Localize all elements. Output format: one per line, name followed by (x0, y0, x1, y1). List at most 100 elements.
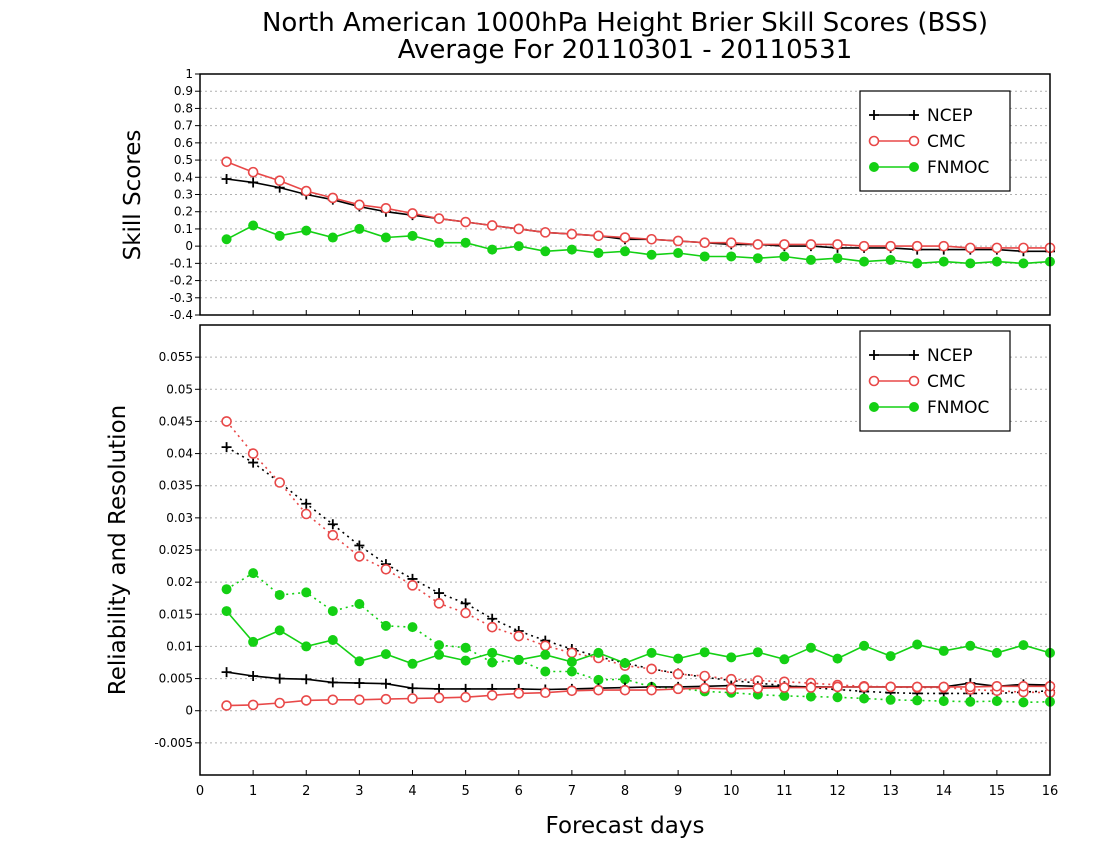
bot-point-fnmoc-solid-21 (779, 654, 790, 665)
top-y-tick-label-1: -0.3 (170, 291, 193, 305)
top-series-layer (221, 156, 1056, 269)
top-y-tick-label-5: 0.1 (174, 222, 193, 236)
bot-point-cmc-solid-20 (752, 682, 764, 694)
bot-point-fnmoc-dotted-8 (434, 640, 445, 651)
bot-point-cmc-solid-9 (460, 691, 471, 703)
top-point-cmc-solid-20 (752, 239, 764, 250)
bot-point-fnmoc-solid-13 (566, 656, 577, 667)
bot-point-fnmoc-solid-18 (699, 647, 710, 658)
bot-point-fnmoc-dotted-10 (487, 657, 498, 668)
top-y-tick-label-10: 0.6 (174, 136, 193, 150)
top-point-cmc-solid-29 (991, 242, 1003, 254)
top-point-fnmoc-solid-23 (832, 253, 843, 264)
top-point-fnmoc-solid-29 (991, 256, 1002, 267)
top-point-fnmoc-solid-5 (354, 223, 365, 234)
top-point-fnmoc-solid-9 (460, 237, 471, 248)
top-point-cmc-solid-5 (354, 199, 365, 211)
top-legend-label-cmc: CMC (927, 132, 965, 152)
bot-point-cmc-dotted-2 (274, 477, 285, 488)
chart-title-line2: Average For 20110301 - 20110531 (398, 35, 853, 65)
top-point-cmc-solid-19 (725, 237, 737, 248)
bot-point-ncep-solid-1 (248, 671, 259, 681)
bot-point-fnmoc-solid-14 (593, 647, 604, 658)
bot-point-cmc-dotted-10 (486, 621, 498, 633)
top-point-fnmoc-solid-12 (540, 246, 551, 257)
bot-point-fnmoc-dotted-7 (407, 622, 418, 633)
top-point-cmc-solid-23 (832, 239, 843, 250)
bot-y-tick-label-1: 0 (185, 704, 193, 718)
bot-point-cmc-solid-30 (1018, 680, 1029, 692)
top-point-fnmoc-solid-20 (752, 253, 763, 264)
bot-point-fnmoc-solid-16 (646, 647, 657, 658)
bot-point-fnmoc-dotted-1 (248, 568, 259, 579)
bot-point-ncep-solid-6 (380, 678, 391, 689)
top-point-fnmoc-solid-10 (487, 244, 498, 255)
bot-point-fnmoc-solid-20 (752, 647, 763, 658)
top-point-cmc-solid-11 (513, 223, 525, 235)
bot-point-ncep-solid-5 (354, 678, 365, 689)
top-legend-marker-b-cmc (908, 135, 920, 147)
bot-y-tick-label-7: 0.03 (166, 511, 193, 525)
bot-point-cmc-solid-7 (407, 693, 418, 704)
bot-point-fnmoc-solid-11 (513, 654, 524, 665)
top-legend-marker-a-cmc (868, 135, 880, 147)
top-point-cmc-solid-25 (885, 240, 896, 252)
x-tick-label-4: 4 (408, 784, 416, 799)
bot-y-tick-label-3: 0.01 (166, 639, 193, 653)
bot-legend-label-cmc: CMC (927, 372, 965, 392)
bot-legend-marker-b-ncep (909, 350, 919, 360)
bot-y-tick-label-9: 0.04 (166, 447, 193, 461)
bot-point-ncep-dotted-5 (354, 540, 365, 551)
bot-point-fnmoc-dotted-13 (566, 666, 577, 677)
bot-point-fnmoc-solid-10 (487, 647, 498, 658)
bottom-legend: NCEP CMC FNMOC (859, 330, 1011, 432)
bot-point-fnmoc-dotted-23 (832, 692, 843, 703)
bot-point-cmc-solid-19 (725, 683, 737, 695)
bot-point-cmc-solid-18 (699, 682, 710, 694)
top-y-tick-label-7: 0.3 (174, 188, 193, 202)
top-point-fnmoc-solid-16 (646, 249, 657, 260)
top-point-ncep-solid-1 (248, 177, 259, 188)
bot-point-fnmoc-solid-28 (965, 640, 976, 651)
x-tick-label-3: 3 (355, 784, 363, 799)
bot-point-cmc-solid-17 (672, 683, 684, 695)
bot-point-ncep-solid-7 (407, 683, 418, 694)
bot-point-ncep-dotted-1 (248, 457, 259, 468)
bot-point-cmc-solid-25 (885, 681, 896, 693)
bot-point-ncep-dotted-4 (327, 519, 338, 530)
top-point-fnmoc-solid-0 (221, 234, 232, 245)
bot-point-fnmoc-solid-24 (859, 640, 870, 651)
bot-point-cmc-dotted-7 (407, 580, 418, 591)
top-point-cmc-solid-12 (540, 227, 551, 238)
top-point-fnmoc-solid-17 (673, 248, 684, 259)
top-y-tick-label-9: 0.5 (174, 153, 193, 167)
top-point-fnmoc-solid-24 (859, 256, 870, 267)
top-y-tick-label-8: 0.4 (174, 170, 193, 184)
bot-point-fnmoc-dotted-6 (380, 620, 391, 631)
bot-y-tick-label-4: 0.015 (159, 607, 193, 621)
x-tick-label-8: 8 (621, 784, 629, 799)
bot-point-cmc-dotted-16 (646, 663, 657, 675)
bot-legend-label-fnmoc: FNMOC (927, 398, 989, 418)
bot-point-cmc-solid-0 (221, 700, 232, 711)
x-tick-label-0: 0 (196, 784, 204, 799)
bot-point-fnmoc-solid-2 (274, 625, 285, 636)
bot-point-ncep-solid-3 (301, 674, 312, 685)
top-point-cmc-solid-4 (327, 192, 339, 204)
bot-legend-label-ncep: NCEP (927, 346, 973, 366)
bot-point-fnmoc-dotted-25 (885, 694, 896, 705)
top-y-tick-label-12: 0.8 (174, 101, 193, 115)
top-point-fnmoc-solid-15 (620, 246, 630, 257)
bot-point-cmc-solid-16 (646, 684, 657, 696)
top-legend-marker-a-fnmoc (869, 162, 879, 172)
bot-legend-marker-a-cmc (868, 375, 880, 387)
bot-point-fnmoc-dotted-12 (540, 666, 551, 677)
bot-point-fnmoc-dotted-3 (301, 587, 312, 598)
bot-point-fnmoc-solid-26 (912, 639, 923, 650)
top-y-tick-label-11: 0.7 (174, 119, 193, 133)
x-tick-label-14: 14 (935, 784, 952, 799)
bot-point-cmc-solid-5 (354, 694, 365, 706)
top-point-fnmoc-solid-21 (779, 251, 790, 262)
top-point-cmc-solid-15 (619, 232, 631, 243)
